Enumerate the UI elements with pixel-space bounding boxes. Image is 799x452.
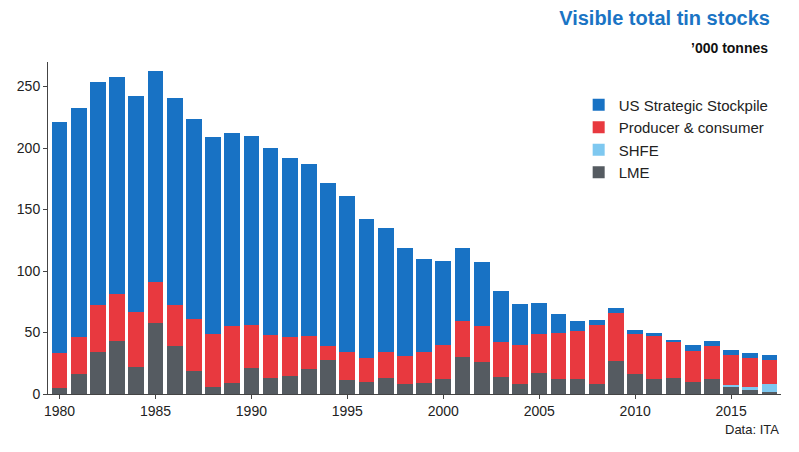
svg-text:US Strategic Stockpile: US Strategic Stockpile	[619, 97, 768, 114]
svg-text:100: 100	[17, 263, 41, 279]
svg-text:2015: 2015	[716, 403, 747, 419]
svg-text:50: 50	[25, 324, 41, 340]
svg-text:1990: 1990	[236, 403, 267, 419]
svg-text:SHFE: SHFE	[619, 142, 659, 159]
svg-text:1995: 1995	[332, 403, 363, 419]
svg-text:1980: 1980	[44, 403, 75, 419]
svg-text:Visible total tin stocks: Visible total tin stocks	[559, 7, 770, 29]
svg-text:250: 250	[17, 78, 41, 94]
svg-text:200: 200	[17, 140, 41, 156]
svg-text:2010: 2010	[620, 403, 651, 419]
svg-text:0: 0	[32, 386, 40, 402]
svg-text:2005: 2005	[524, 403, 555, 419]
svg-text:2000: 2000	[428, 403, 459, 419]
svg-text:1985: 1985	[140, 403, 171, 419]
svg-text:LME: LME	[619, 164, 650, 181]
svg-text:Data: ITA: Data: ITA	[725, 422, 779, 437]
svg-text:Producer & consumer: Producer & consumer	[619, 119, 764, 136]
svg-text:’000 tonnes: ’000 tonnes	[691, 40, 768, 56]
svg-text:150: 150	[17, 201, 41, 217]
